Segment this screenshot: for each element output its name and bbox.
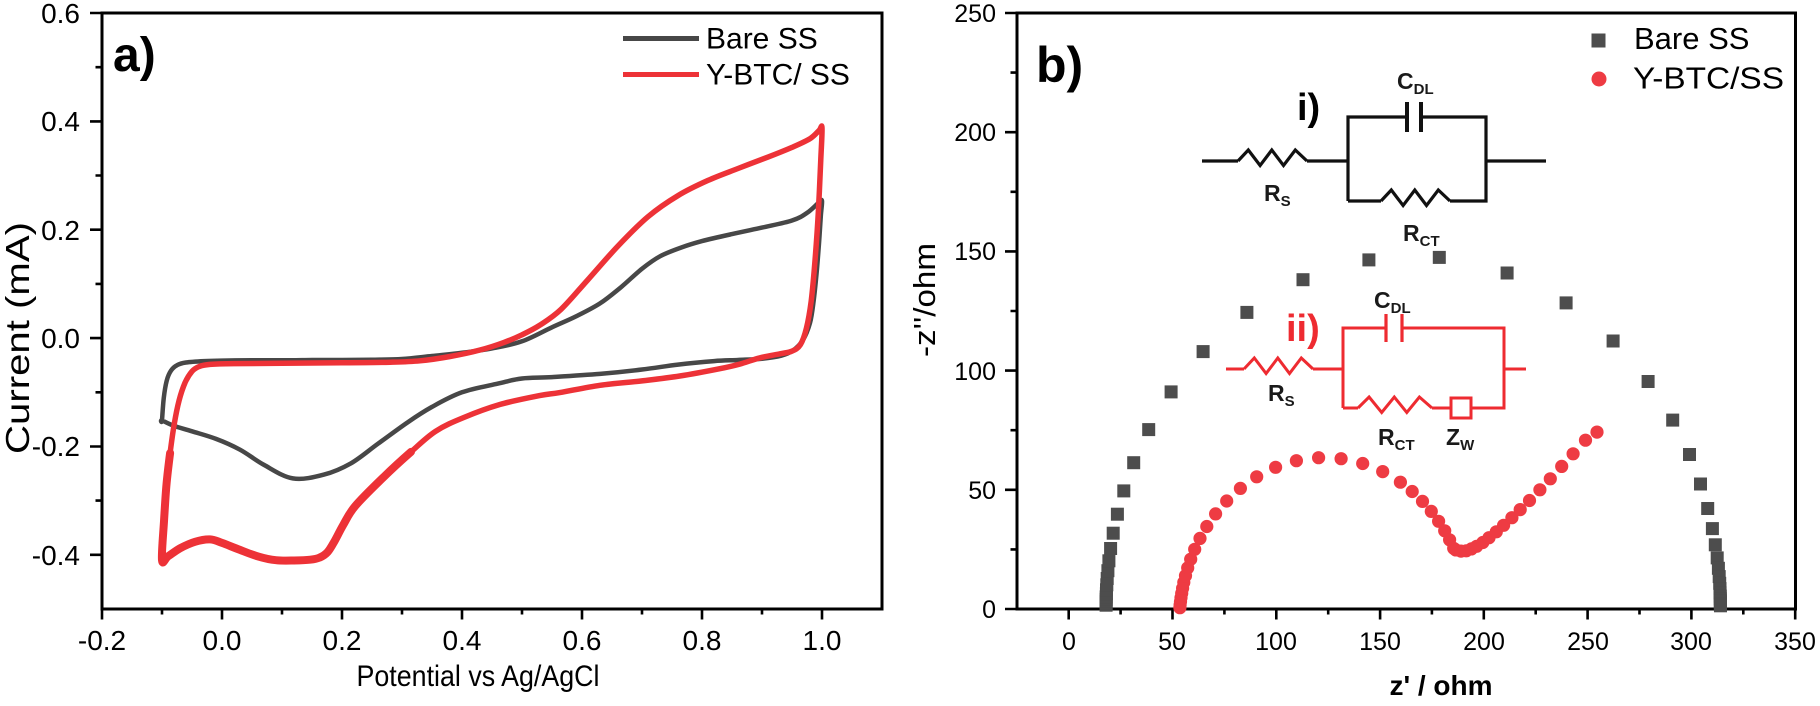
svg-text:0: 0 [1062, 628, 1076, 656]
svg-text:100: 100 [954, 358, 996, 386]
svg-text:150: 150 [1359, 628, 1401, 656]
svg-text:Bare SS: Bare SS [1634, 21, 1749, 56]
svg-text:1.0: 1.0 [803, 625, 842, 656]
svg-text:Current (mA): Current (mA) [0, 222, 36, 454]
svg-text:0.0: 0.0 [41, 323, 80, 354]
svg-text:i): i) [1297, 87, 1320, 129]
svg-text:b): b) [1036, 37, 1083, 93]
svg-text:a): a) [113, 29, 156, 82]
svg-text:150: 150 [954, 238, 996, 266]
svg-text:0.4: 0.4 [443, 625, 482, 656]
svg-text:ZW: ZW [1446, 424, 1475, 454]
svg-text:0.6: 0.6 [563, 625, 602, 656]
svg-text:350: 350 [1774, 628, 1816, 656]
svg-text:ii): ii) [1286, 308, 1320, 350]
svg-text:Bare SS: Bare SS [706, 23, 818, 56]
svg-text:50: 50 [968, 477, 996, 505]
svg-text:Y-BTC/SS: Y-BTC/SS [1633, 61, 1784, 96]
svg-text:0.2: 0.2 [323, 625, 362, 656]
svg-text:-0.2: -0.2 [78, 625, 126, 656]
svg-text:200: 200 [954, 119, 996, 147]
svg-text:200: 200 [1463, 628, 1505, 656]
svg-text:250: 250 [1567, 628, 1609, 656]
svg-text:250: 250 [954, 0, 996, 28]
svg-text:300: 300 [1670, 628, 1712, 656]
svg-text:0.0: 0.0 [203, 625, 242, 656]
svg-text:-z''/ohm: -z''/ohm [907, 243, 942, 357]
svg-text:Potential vs Ag/AgCl: Potential vs Ag/AgCl [357, 660, 600, 693]
svg-text:0.6: 0.6 [41, 0, 80, 29]
svg-text:z' / ohm: z' / ohm [1389, 670, 1492, 701]
svg-text:0.4: 0.4 [41, 106, 80, 137]
svg-text:50: 50 [1158, 628, 1186, 656]
svg-text:0: 0 [982, 596, 996, 624]
svg-text:100: 100 [1255, 628, 1297, 656]
svg-text:Y-BTC/ SS: Y-BTC/ SS [706, 59, 850, 92]
svg-text:0.8: 0.8 [683, 625, 722, 656]
svg-text:-0.2: -0.2 [32, 431, 80, 462]
svg-text:-0.4: -0.4 [32, 540, 80, 571]
svg-text:0.2: 0.2 [41, 215, 80, 246]
